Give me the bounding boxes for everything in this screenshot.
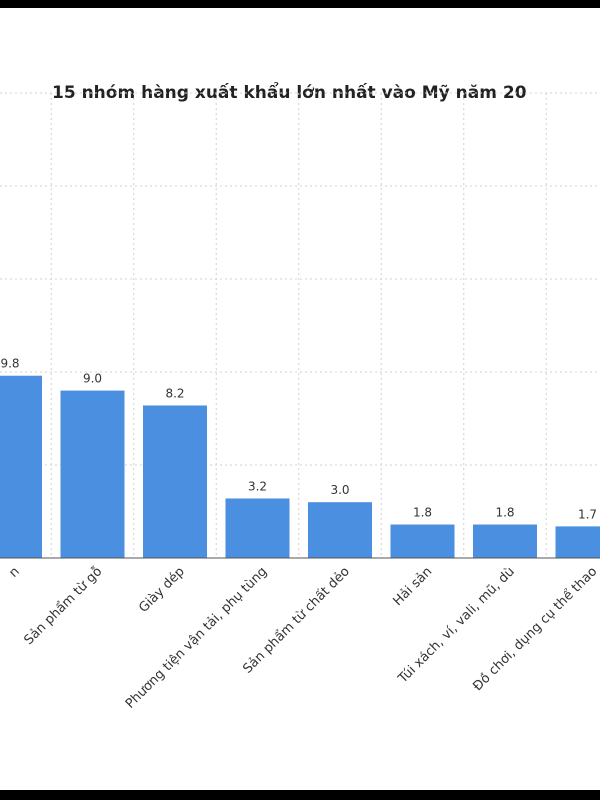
bar	[555, 526, 600, 558]
x-tick-label: Phương tiện vận tải, phụ tùng	[123, 564, 271, 712]
bar-value-label: 1.8	[495, 506, 514, 520]
bar-value-label: 9.0	[83, 372, 102, 386]
x-tick-label: Sản phẩm từ gỗ	[22, 564, 106, 648]
chart-frame: 15 nhóm hàng xuất khẩu lớn nhất vào Mỹ n…	[0, 8, 600, 790]
bar-value-label: 3.2	[248, 479, 267, 493]
bar-chart: 15 nhóm hàng xuất khẩu lớn nhất vào Mỹ n…	[0, 81, 600, 712]
bar-value-label: 9.8	[0, 357, 19, 371]
bar	[473, 524, 537, 558]
bars	[0, 375, 600, 558]
bar-value-label: 3.0	[330, 483, 349, 497]
bar	[0, 375, 42, 558]
bar-value-label: 1.7	[578, 507, 597, 521]
value-labels: 9.8 9.0 8.2 3.2 3.0 1.8 1.8 1.7	[0, 357, 597, 522]
bar	[390, 524, 455, 558]
chart-title: 15 nhóm hàng xuất khẩu lớn nhất vào Mỹ n…	[52, 81, 527, 103]
grid-lines	[0, 92, 600, 558]
x-tick-label: n	[6, 564, 22, 580]
bar	[60, 390, 125, 558]
bar	[143, 405, 207, 558]
bar-value-label: 1.8	[413, 506, 432, 520]
bar	[225, 498, 290, 558]
bar-value-label: 8.2	[165, 386, 184, 400]
x-tick-label: Hải sản	[390, 564, 435, 609]
x-tick-label: Giày dép	[136, 564, 188, 616]
bar	[308, 502, 372, 558]
